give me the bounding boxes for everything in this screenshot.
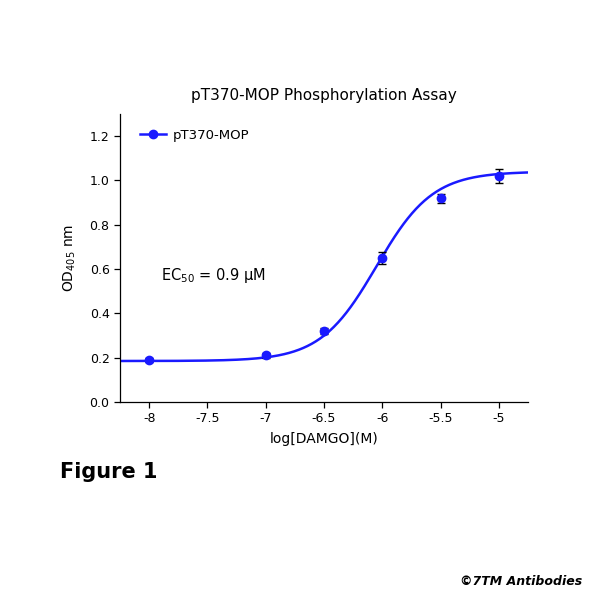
Y-axis label: OD$_{405}$ nm: OD$_{405}$ nm (62, 224, 79, 292)
Text: Figure 1: Figure 1 (60, 462, 157, 482)
Title: pT370-MOP Phosphorylation Assay: pT370-MOP Phosphorylation Assay (191, 88, 457, 103)
Text: ©7TM Antibodies: ©7TM Antibodies (460, 575, 582, 588)
Legend: pT370-MOP: pT370-MOP (135, 124, 255, 147)
X-axis label: log[DAMGO](M): log[DAMGO](M) (269, 433, 379, 446)
Text: EC$_{50}$ = 0.9 μM: EC$_{50}$ = 0.9 μM (161, 266, 266, 285)
